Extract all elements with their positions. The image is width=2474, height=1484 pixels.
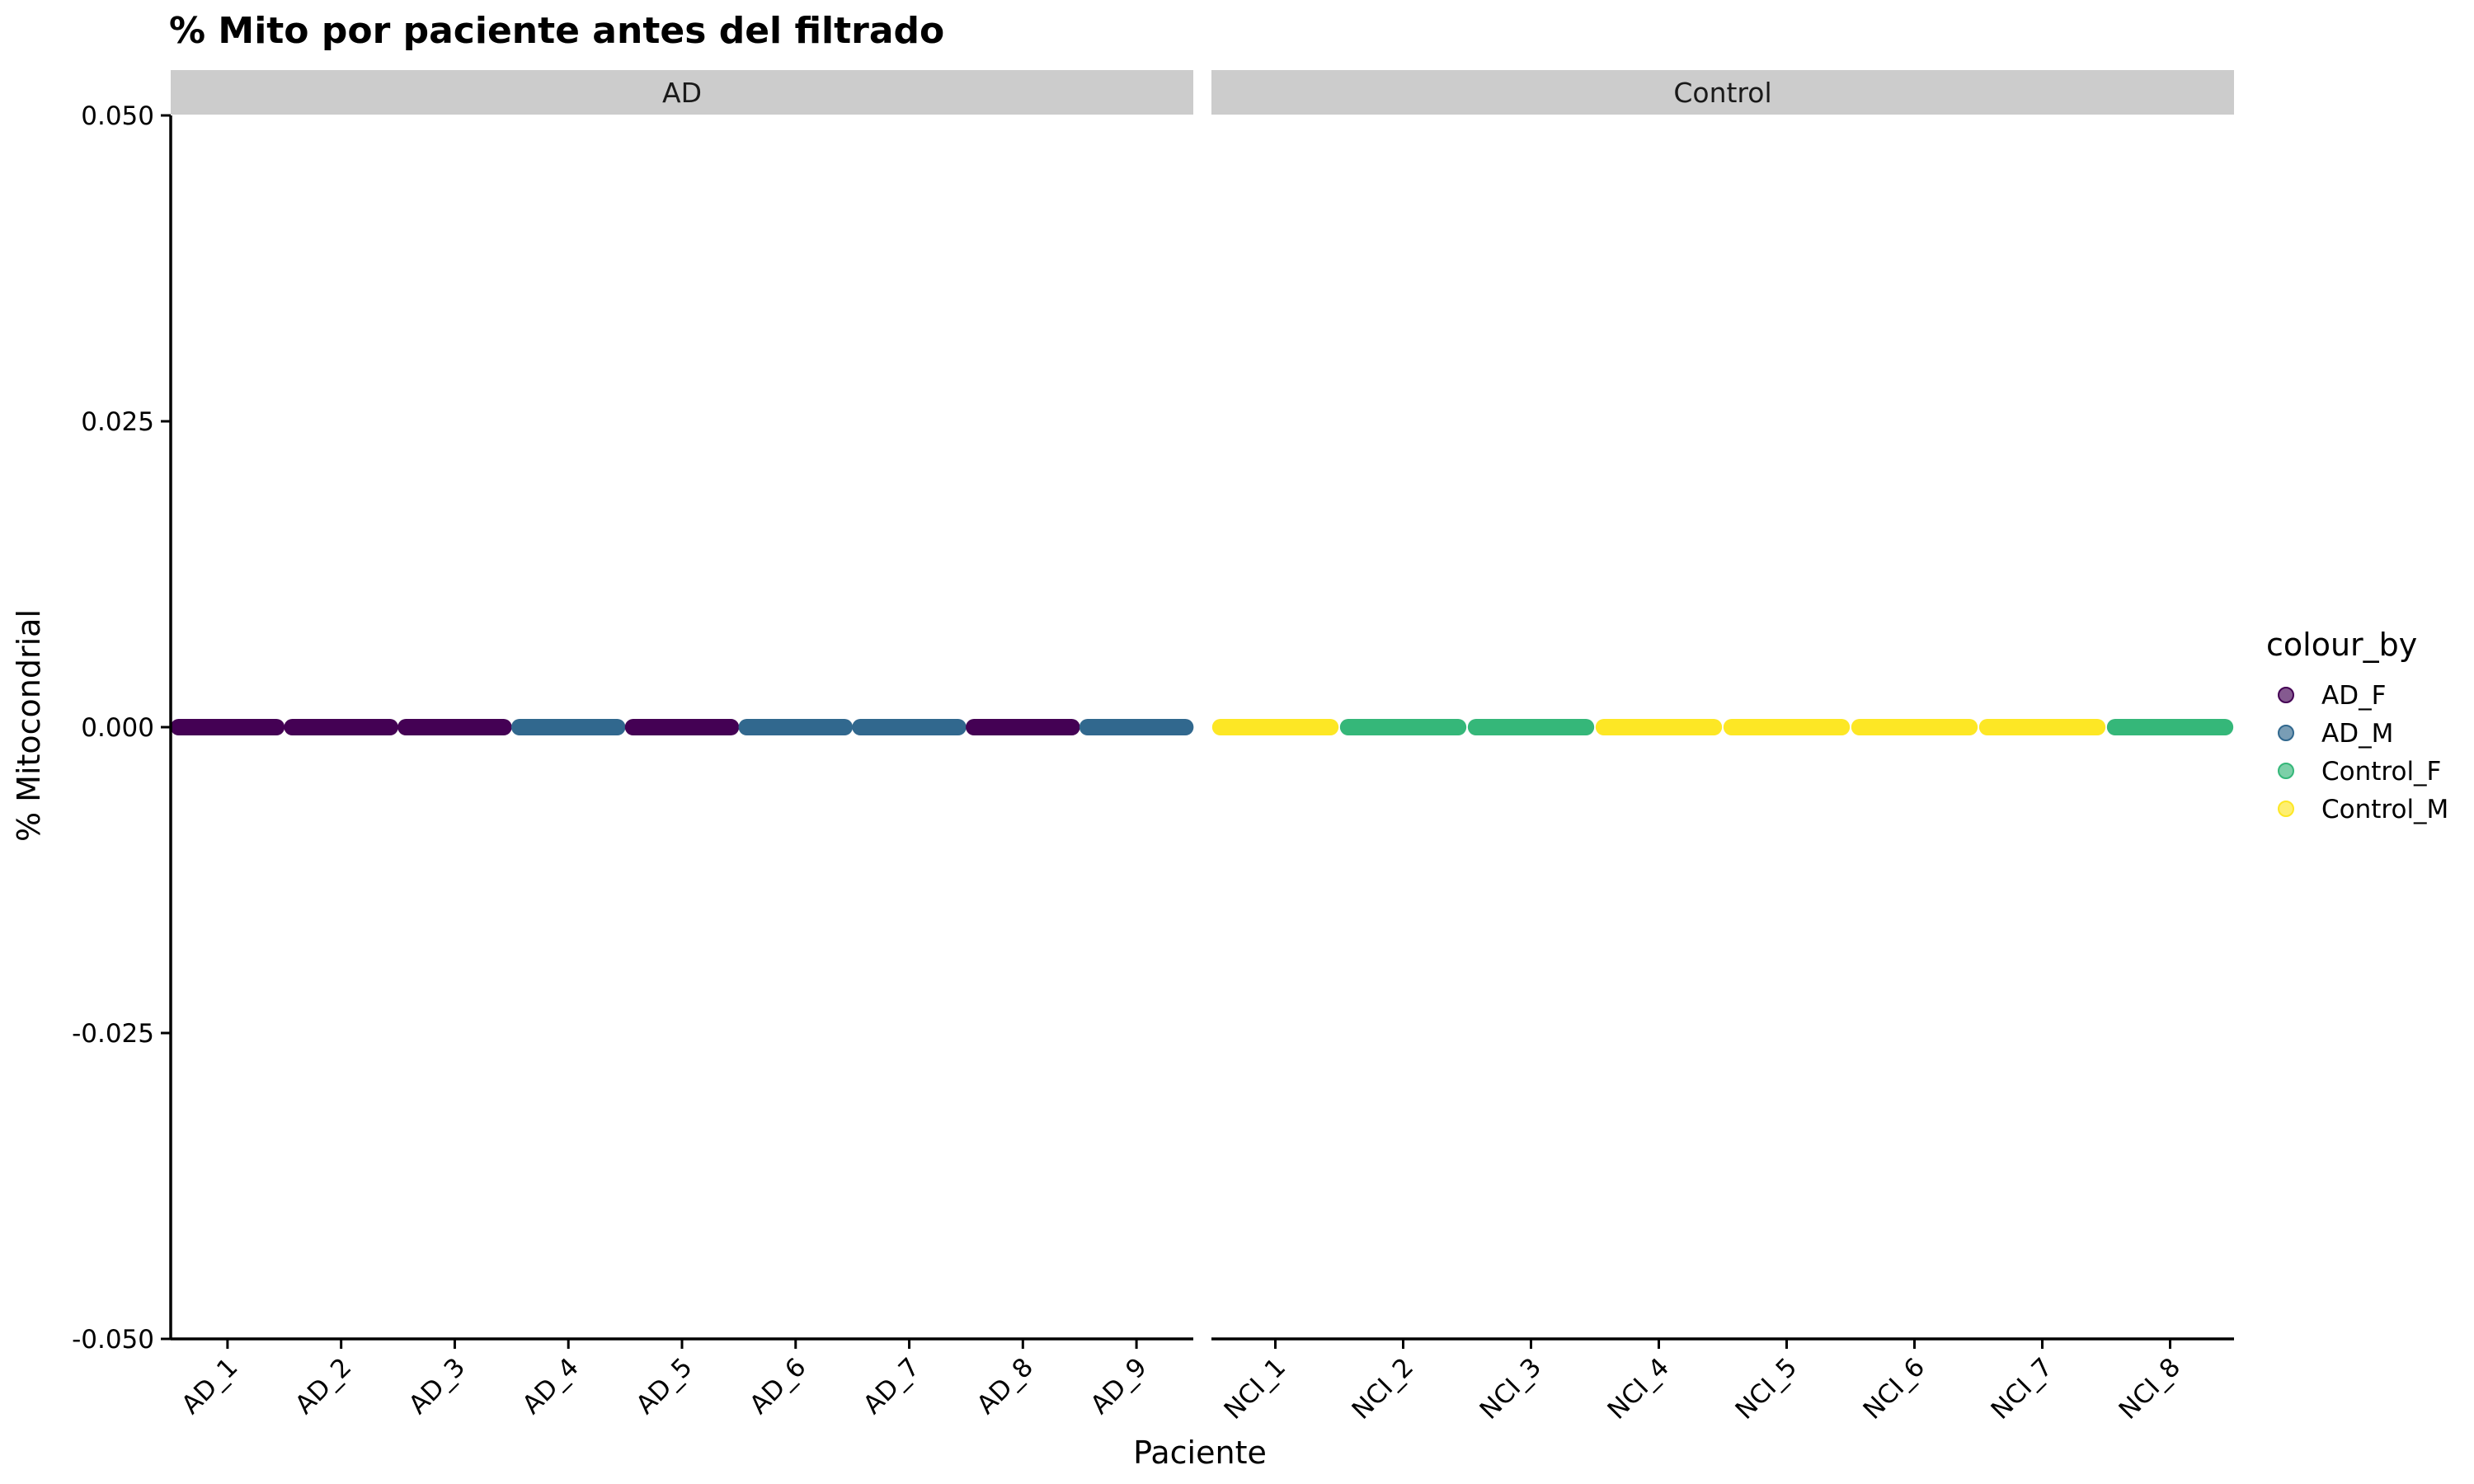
x-tick-label: NCI_5: [1730, 1352, 1804, 1425]
x-tick-label: AD_7: [858, 1352, 925, 1420]
facet-strip-label: Control: [1673, 77, 1771, 109]
x-tick-label: AD_2: [289, 1352, 357, 1420]
legend-key-control-m: [2278, 801, 2294, 817]
legend-key-control-f: [2278, 763, 2294, 779]
x-tick-label: AD_5: [630, 1352, 698, 1420]
x-tick-label: AD_9: [1085, 1352, 1153, 1420]
x-tick-label: NCI_8: [2114, 1352, 2187, 1425]
x-tick-label: AD_3: [403, 1352, 471, 1420]
legend-key-ad-f: [2278, 687, 2294, 703]
legend-label: AD_F: [2321, 681, 2386, 711]
y-axis: -0.050 -0.025 0.000 0.025 0.050: [72, 101, 172, 1355]
facet-strip: [1211, 70, 2234, 115]
chart-title: % Mito por paciente antes del filtrado: [169, 10, 944, 52]
y-tick-label: -0.050: [72, 1325, 154, 1355]
x-tick-label: AD_4: [517, 1352, 585, 1420]
legend-label: Control_F: [2321, 757, 2441, 787]
x-tick-label: NCI_6: [1858, 1352, 1931, 1425]
facet-strip: [171, 70, 1193, 115]
legend-title: colour_by: [2266, 627, 2417, 663]
facet-strip-label: AD: [662, 77, 702, 109]
x-tick-label: NCI_4: [1602, 1352, 1676, 1425]
x-tick-label: NCI_3: [1475, 1352, 1548, 1425]
legend-label: AD_M: [2321, 719, 2393, 749]
x-tick-label: NCI_7: [1986, 1352, 2059, 1425]
x-tick-label: AD_6: [744, 1352, 811, 1420]
y-axis-title: % Mitocondrial: [11, 609, 47, 842]
x-tick-label: NCI_1: [1219, 1352, 1292, 1425]
x-tick-label: AD_8: [971, 1352, 1039, 1420]
x-tick-label: AD_1: [176, 1352, 243, 1420]
facet-panels: AD AD_1 AD_2 AD_3 AD_4 AD_5 AD_6 AD_7 AD_8 AD_9 Co…: [170, 70, 2234, 1425]
facet-panel-ad: AD AD_1 AD_2 AD_3 AD_4 AD_5 AD_6 AD_7 AD_8 AD_9: [170, 70, 1194, 1420]
facet-panel-control: Control NCI_1 NCI_2 NCI_3 NCI_4 NCI_5 NCI_6 NCI…: [1211, 70, 2234, 1425]
y-tick-label: 0.025: [81, 407, 154, 437]
x-tick-label: NCI_2: [1347, 1352, 1420, 1425]
legend: colour_by AD_F AD_M Control_F Control_M: [2266, 627, 2448, 824]
x-axis-title: Paciente: [1133, 1435, 1267, 1471]
y-tick-label: 0.050: [81, 101, 154, 131]
y-tick-label: -0.025: [72, 1019, 154, 1049]
legend-key-ad-m: [2278, 725, 2294, 741]
legend-label: Control_M: [2321, 795, 2448, 824]
y-tick-label: 0.000: [81, 713, 154, 743]
